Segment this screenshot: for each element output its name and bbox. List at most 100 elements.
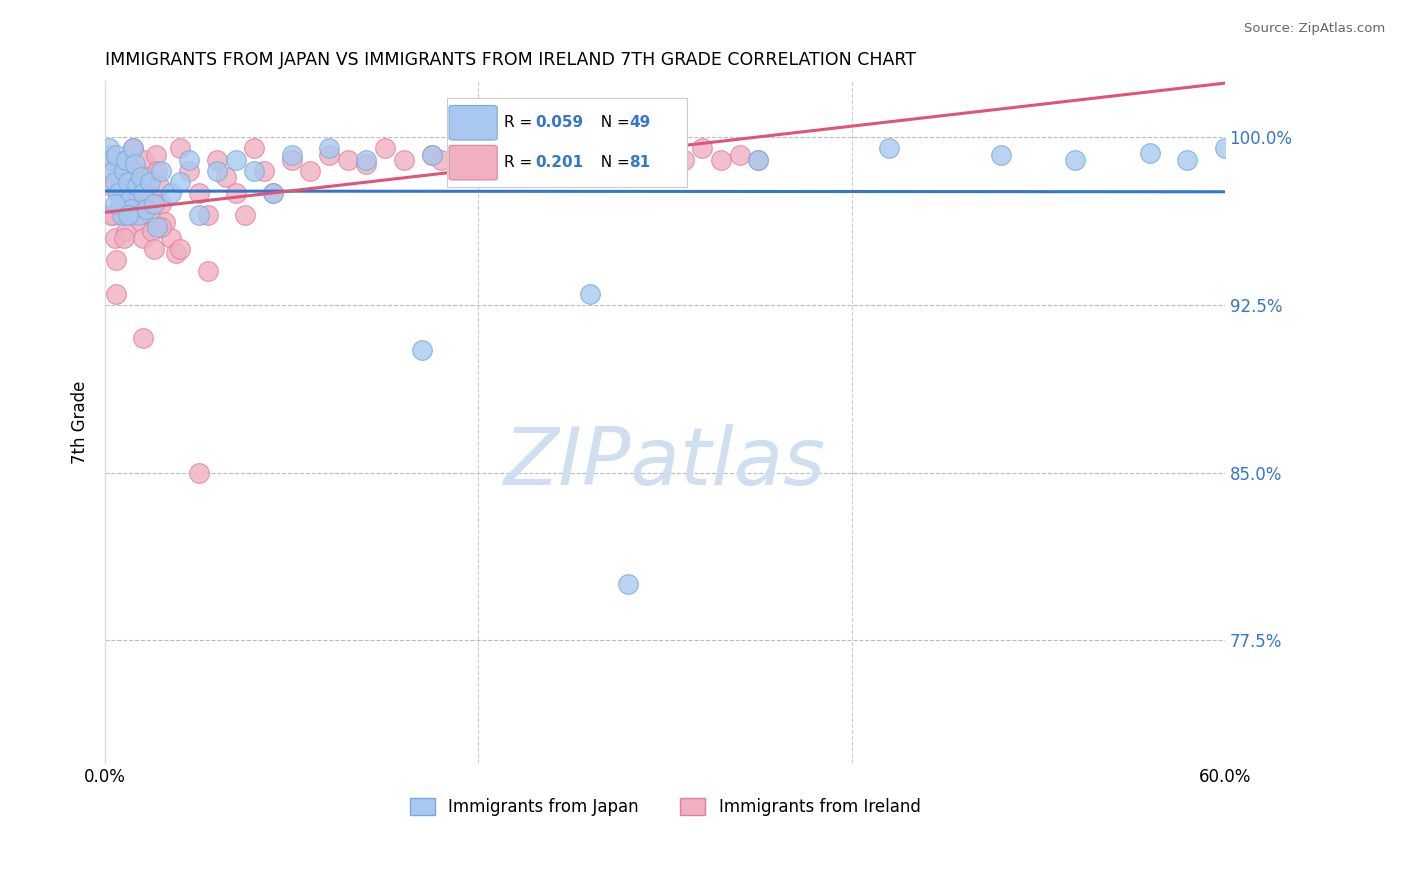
Point	[187, 466, 209, 480]
Point	[120, 209, 142, 223]
Point	[122, 141, 145, 155]
Point	[356, 157, 378, 171]
Point	[420, 148, 443, 162]
Point	[122, 141, 145, 155]
Point	[111, 197, 134, 211]
Point	[142, 197, 165, 211]
Point	[1064, 153, 1087, 167]
Point	[187, 186, 209, 200]
Point	[148, 179, 170, 194]
Point	[150, 197, 173, 211]
Point	[243, 141, 266, 155]
Point	[145, 148, 167, 162]
Point	[449, 157, 471, 171]
Point	[225, 186, 247, 200]
Point	[128, 209, 150, 223]
Point	[114, 153, 136, 167]
Point	[877, 141, 900, 155]
Point	[179, 153, 201, 167]
Point	[205, 163, 228, 178]
Point	[233, 209, 256, 223]
Point	[281, 153, 304, 167]
Point	[579, 286, 602, 301]
Point	[118, 193, 141, 207]
Point	[243, 163, 266, 178]
Point	[108, 186, 131, 200]
Point	[124, 163, 146, 178]
Point	[107, 186, 129, 200]
Point	[107, 153, 129, 167]
Y-axis label: 7th Grade: 7th Grade	[72, 381, 89, 464]
Point	[169, 141, 191, 155]
Point	[100, 153, 122, 167]
Point	[136, 186, 159, 200]
Point	[103, 231, 125, 245]
Point	[159, 186, 181, 200]
Point	[153, 215, 176, 229]
Point	[125, 186, 148, 200]
Point	[101, 163, 124, 178]
Text: ZIPatlas: ZIPatlas	[503, 424, 827, 502]
Point	[114, 224, 136, 238]
Text: Source: ZipAtlas.com: Source: ZipAtlas.com	[1244, 22, 1385, 36]
Point	[111, 209, 134, 223]
Point	[150, 163, 173, 178]
Point	[105, 286, 128, 301]
Point	[616, 141, 638, 155]
Point	[636, 153, 658, 167]
Point	[134, 153, 156, 167]
Point	[215, 170, 238, 185]
Point	[420, 148, 443, 162]
Point	[197, 209, 219, 223]
Point	[146, 219, 169, 234]
Point	[318, 148, 340, 162]
Point	[129, 215, 152, 229]
Point	[187, 209, 209, 223]
Point	[561, 153, 583, 167]
Point	[100, 179, 122, 194]
Point	[1177, 153, 1199, 167]
Point	[122, 163, 145, 178]
Point	[112, 231, 135, 245]
Legend: Immigrants from Japan, Immigrants from Ireland: Immigrants from Japan, Immigrants from I…	[404, 791, 927, 823]
Point	[128, 202, 150, 216]
Point	[118, 197, 141, 211]
Point	[142, 242, 165, 256]
Point	[747, 153, 769, 167]
Point	[430, 153, 453, 167]
Point	[135, 170, 157, 185]
Point	[103, 197, 125, 211]
Point	[169, 242, 191, 256]
Point	[690, 141, 713, 155]
Point	[159, 231, 181, 245]
Point	[710, 153, 733, 167]
Point	[1213, 141, 1236, 155]
Point	[146, 163, 169, 178]
Point	[112, 209, 135, 223]
Point	[374, 141, 396, 155]
Point	[728, 148, 751, 162]
Point	[101, 209, 124, 223]
Point	[205, 153, 228, 167]
Point	[125, 179, 148, 194]
Point	[299, 163, 322, 178]
Point	[392, 153, 415, 167]
Point	[139, 209, 162, 223]
Point	[262, 186, 284, 200]
Point	[150, 219, 173, 234]
Point	[139, 175, 162, 189]
Point	[100, 209, 122, 223]
Point	[253, 163, 276, 178]
Point	[505, 148, 527, 162]
Point	[747, 153, 769, 167]
Point	[131, 331, 153, 345]
Point	[129, 170, 152, 185]
Point	[541, 141, 564, 155]
Point	[197, 264, 219, 278]
Point	[523, 153, 546, 167]
Point	[103, 175, 125, 189]
Point	[467, 141, 489, 155]
Point	[672, 153, 695, 167]
Point	[105, 148, 128, 162]
Point	[131, 231, 153, 245]
